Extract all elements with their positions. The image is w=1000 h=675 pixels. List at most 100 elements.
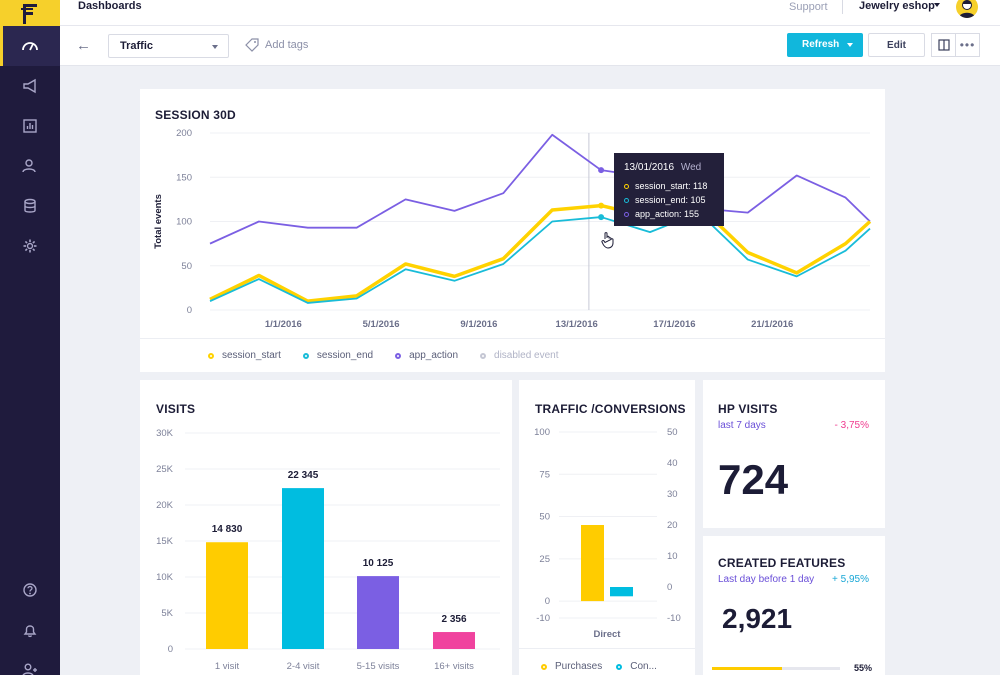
session-line-chart[interactable]: 0 50 100 150 200 Total events 1/1/2016 5/1/2016… [140, 119, 885, 369]
tooltip-row: session_start: 118 [624, 181, 714, 191]
legend-label: Con... [630, 661, 657, 672]
sidebar-item-invite[interactable] [0, 650, 60, 675]
sidebar-item-data[interactable] [0, 186, 60, 226]
y-tick-label-right: 30 [667, 489, 678, 500]
hand-cursor-icon [601, 232, 614, 249]
add-user-icon [22, 663, 37, 675]
bar [610, 587, 633, 597]
visits-card: VISITS 0 5K 10K 15K 20K 25K 30K 14 830 1 visit 22… [140, 380, 512, 675]
visits-bar-chart[interactable]: 0 5K 10K 15K 20K 25K 30K 14 830 1 visit 22 345 2-4… [140, 425, 512, 675]
y-tick-label: 100 [176, 217, 192, 228]
y-tick-label-left: -10 [536, 613, 550, 624]
sidebar-item-notifications[interactable] [0, 610, 60, 650]
legend-item-disabled-event[interactable]: disabled event [480, 350, 559, 361]
legend-label: disabled event [494, 350, 559, 361]
chart-tooltip: 13/01/2016 Wed session_start: 118 sessio… [614, 153, 724, 226]
chevron-down-icon[interactable] [934, 3, 940, 7]
account-selector[interactable]: Jewelry eshop [859, 0, 935, 12]
divider [842, 0, 843, 14]
tooltip-row: app_action: 155 [624, 209, 714, 219]
gear-icon [23, 239, 37, 253]
avatar[interactable] [956, 0, 978, 18]
hp-visits-change: - 3,75% [834, 420, 869, 431]
y-tick-label-left: 50 [539, 512, 550, 523]
hover-point [598, 214, 605, 221]
bell-icon [23, 625, 37, 638]
y-tick-label: 30K [156, 428, 174, 439]
refresh-button[interactable]: Refresh [787, 33, 863, 57]
x-tick-label: 9/1/2016 [460, 319, 497, 330]
dashboard-select-value: Traffic [120, 40, 154, 52]
y-axis-label: Total events [153, 194, 164, 249]
created-features-card: CREATED FEATURES Last day before 1 day +… [703, 536, 885, 675]
progress-fill [712, 667, 783, 670]
edit-button[interactable]: Edit [868, 33, 925, 57]
tooltip-dot [624, 183, 629, 189]
sidebar-item-help[interactable] [0, 570, 60, 610]
legend-dot [480, 352, 487, 359]
data-label: 22 345 [288, 470, 319, 481]
y-tick-label: 5K [161, 608, 173, 619]
legend-label: Purchases [555, 661, 603, 672]
columns-icon [937, 39, 950, 51]
sidebar-item-settings[interactable] [0, 226, 60, 266]
legend-dot [616, 663, 623, 670]
y-tick-label-left: 0 [545, 596, 550, 607]
data-label: 10 125 [363, 558, 394, 569]
sidebar-item-reports[interactable] [0, 106, 60, 146]
sidebar-item-campaigns[interactable] [0, 66, 60, 106]
logo-icon [21, 4, 37, 24]
sidebar-item-dashboards[interactable] [0, 26, 60, 66]
y-tick-label: 50 [181, 261, 192, 272]
x-tick-label: 13/1/2016 [556, 319, 598, 330]
legend-item-app-action[interactable]: app_action [395, 350, 458, 361]
legend-item-purchases[interactable]: Purchases [541, 661, 602, 672]
layout-toggle-button[interactable] [931, 33, 955, 57]
back-arrow-icon[interactable]: ← [76, 37, 91, 54]
traffic-card: TRAFFIC /CONVERSIONS -10 0 25 50 75 100 -10 0 10… [519, 380, 695, 675]
legend-label: session_end [316, 350, 374, 361]
hp-visits-value: 724 [718, 456, 789, 503]
app-logo[interactable] [0, 0, 60, 28]
y-tick-label-left: 100 [534, 427, 550, 438]
dashboard-select[interactable]: Traffic [108, 34, 229, 58]
x-tick-label: 2-4 visit [287, 661, 320, 672]
y-tick-label: 15K [156, 536, 174, 547]
y-tick-label: 200 [176, 128, 192, 139]
hp-visits-period: last 7 days [718, 420, 766, 431]
more-options-button[interactable]: ••• [955, 33, 980, 57]
bar [433, 632, 475, 649]
y-tick-label: 150 [176, 172, 192, 183]
report-icon [23, 119, 37, 133]
hover-point [598, 167, 605, 174]
breadcrumb[interactable]: Dashboards [78, 0, 142, 12]
legend-item-conversions[interactable]: Con... [616, 661, 657, 672]
traffic-title: TRAFFIC /CONVERSIONS [535, 402, 686, 416]
sidebar-item-customers[interactable] [0, 146, 60, 186]
support-link[interactable]: Support [789, 1, 828, 13]
add-tags-button[interactable]: Add tags [245, 38, 308, 52]
tooltip-date: 13/01/2016 [624, 162, 675, 173]
traffic-bar-chart[interactable]: -10 0 25 50 75 100 -10 0 10 20 30 40 50 Direct [519, 425, 695, 655]
y-tick-label-right: 20 [667, 520, 678, 531]
x-tick-label: 1 visit [215, 661, 240, 672]
progress-label: 55% [854, 663, 873, 673]
bar [282, 488, 324, 649]
legend-dot [302, 352, 309, 359]
sidebar [0, 0, 60, 675]
session-title: SESSION 30D [155, 108, 236, 122]
user-avatar-icon [959, 0, 975, 18]
created-features-title: CREATED FEATURES [718, 556, 846, 570]
tag-icon [245, 38, 259, 52]
x-tick-label: Direct [594, 629, 622, 640]
y-tick-label-right: 0 [667, 582, 672, 593]
hover-point [598, 202, 605, 209]
tooltip-value: session_end: 105 [635, 195, 706, 205]
legend-label: app_action [409, 350, 459, 361]
tooltip-dot [624, 211, 629, 217]
add-tags-label: Add tags [265, 39, 309, 51]
legend-item-session-start[interactable]: session_start [208, 350, 281, 361]
legend-item-session-end[interactable]: session_end [302, 350, 374, 361]
x-tick-label: 17/1/2016 [653, 319, 695, 330]
legend-divider [519, 648, 695, 649]
